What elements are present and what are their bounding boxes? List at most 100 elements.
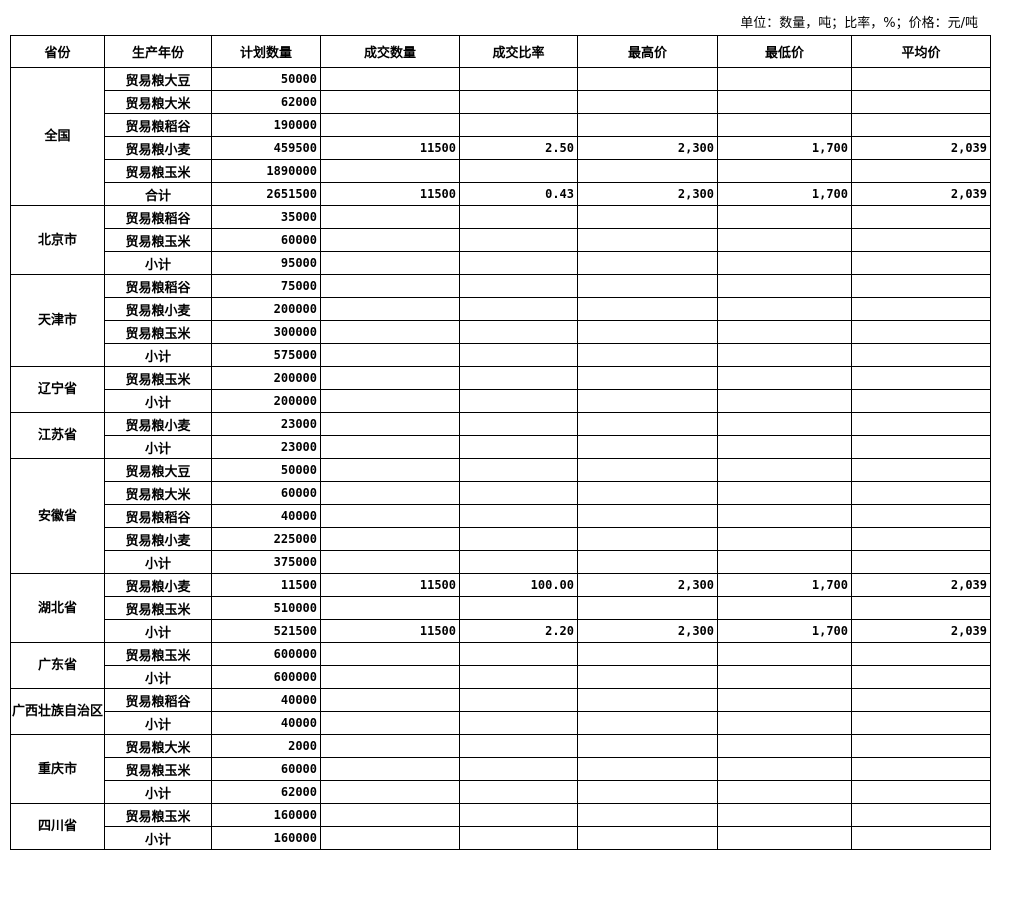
value-cell: [459, 159, 578, 183]
value-cell: [459, 596, 578, 620]
value-cell: [851, 228, 991, 252]
value-cell: [577, 757, 718, 781]
item-cell: 贸易粮大米: [104, 90, 212, 114]
column-header: 计划数量: [211, 35, 321, 68]
value-cell: [717, 67, 852, 91]
value-cell: [577, 343, 718, 367]
value-cell: 459500: [211, 136, 321, 160]
table-row: 北京市 贸易粮稻谷 35000: [10, 205, 991, 275]
table-row: 小计 375000: [11, 550, 991, 574]
value-cell: [577, 320, 718, 344]
value-cell: [717, 320, 852, 344]
value-cell: 62000: [211, 780, 321, 804]
item-cell: 贸易粮小麦: [104, 527, 212, 551]
province-cell: 北京市: [10, 205, 105, 275]
province-cell: 湖北省: [10, 573, 105, 643]
value-cell: [851, 642, 991, 666]
value-cell: 575000: [211, 343, 321, 367]
value-cell: 1,700: [717, 136, 852, 160]
value-cell: [459, 757, 578, 781]
value-cell: [717, 458, 852, 482]
value-cell: 2,300: [577, 619, 718, 643]
value-cell: 2,039: [851, 136, 991, 160]
value-cell: [320, 711, 460, 735]
value-cell: [717, 642, 852, 666]
value-cell: [320, 757, 460, 781]
item-cell: 贸易粮稻谷: [104, 504, 212, 528]
table-row: 贸易粮稻谷 190000: [11, 113, 991, 137]
value-cell: 40000: [211, 711, 321, 735]
value-cell: [577, 803, 718, 827]
table-row: 湖北省 贸易粮小麦 11500 11500 100.00 2,300 1,700 2,039: [10, 573, 991, 643]
value-cell: [851, 711, 991, 735]
value-cell: 40000: [211, 688, 321, 712]
value-cell: [851, 412, 991, 436]
item-cell: 贸易粮稻谷: [104, 688, 212, 712]
item-cell: 贸易粮大豆: [104, 458, 212, 482]
table-row: 贸易粮玉米 60000: [11, 757, 991, 781]
value-cell: 1890000: [211, 159, 321, 183]
value-cell: [717, 481, 852, 505]
value-cell: [717, 343, 852, 367]
value-cell: [717, 228, 852, 252]
value-cell: [320, 251, 460, 275]
item-cell: 贸易粮稻谷: [104, 113, 212, 137]
value-cell: [459, 504, 578, 528]
value-cell: [851, 803, 991, 827]
value-cell: [459, 274, 578, 298]
item-cell: 贸易粮玉米: [104, 159, 212, 183]
value-cell: 11500: [320, 136, 460, 160]
value-cell: [851, 297, 991, 321]
table-row: 小计 62000: [11, 780, 991, 804]
value-cell: 11500: [211, 573, 321, 597]
value-cell: 300000: [211, 320, 321, 344]
value-cell: [459, 665, 578, 689]
value-cell: [577, 366, 718, 390]
value-cell: [717, 90, 852, 114]
value-cell: 95000: [211, 251, 321, 275]
value-cell: [320, 159, 460, 183]
value-cell: [577, 596, 718, 620]
value-cell: [717, 826, 852, 850]
value-cell: [320, 90, 460, 114]
value-cell: [851, 343, 991, 367]
value-cell: 11500: [320, 573, 460, 597]
table-row: 小计 521500 11500 2.20 2,300 1,700 2,039: [11, 619, 991, 643]
value-cell: 1,700: [717, 619, 852, 643]
value-cell: [577, 688, 718, 712]
value-cell: 50000: [211, 458, 321, 482]
value-cell: [459, 90, 578, 114]
value-cell: [320, 596, 460, 620]
table-row: 安徽省 贸易粮大豆 50000: [10, 458, 991, 574]
province-cell: 全国: [10, 67, 105, 206]
value-cell: [320, 803, 460, 827]
value-cell: [717, 205, 852, 229]
value-cell: [459, 205, 578, 229]
table-row: 广西壮族自治区 贸易粮稻谷 40000: [10, 688, 991, 735]
value-cell: [851, 389, 991, 413]
value-cell: [851, 320, 991, 344]
column-header: 成交比率: [459, 35, 578, 68]
value-cell: [320, 642, 460, 666]
value-cell: [459, 343, 578, 367]
column-header: 生产年份: [104, 35, 212, 68]
column-header: 最高价: [577, 35, 718, 68]
value-cell: [851, 826, 991, 850]
item-cell: 贸易粮小麦: [104, 136, 212, 160]
grain-auction-table: 省份 生产年份 计划数量 成交数量 成交比率 最高价 最低价 平均价 全国 贸易粮大豆 50000…: [10, 35, 991, 850]
value-cell: [717, 159, 852, 183]
value-cell: [851, 688, 991, 712]
value-cell: [851, 366, 991, 390]
value-cell: 225000: [211, 527, 321, 551]
table-row: 小计 160000: [11, 826, 991, 850]
value-cell: [577, 274, 718, 298]
value-cell: [459, 826, 578, 850]
value-cell: 375000: [211, 550, 321, 574]
value-cell: [577, 113, 718, 137]
table-row: 贸易粮小麦 200000: [11, 297, 991, 321]
value-cell: 2,300: [577, 182, 718, 206]
table-row: 小计 40000: [11, 711, 991, 735]
item-cell: 小计: [104, 343, 212, 367]
value-cell: [320, 366, 460, 390]
value-cell: 62000: [211, 90, 321, 114]
